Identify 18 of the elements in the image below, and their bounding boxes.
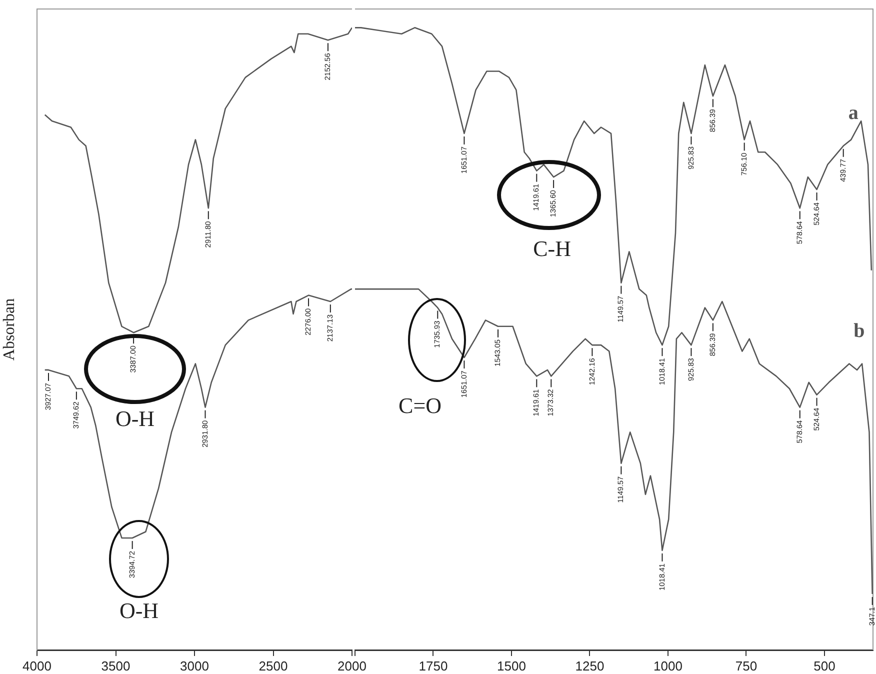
x-tick-label: 500 xyxy=(814,658,836,674)
x-tick-label: 3500 xyxy=(101,658,130,674)
x-tick-label: 2500 xyxy=(258,658,288,674)
x-tick-label: 1000 xyxy=(654,658,682,674)
series-label: b xyxy=(854,320,865,342)
x-tick-label: 1750 xyxy=(418,658,448,674)
x-tick-label: 3000 xyxy=(180,658,209,674)
series-label: a xyxy=(848,102,858,124)
y-axis-title: Absorban xyxy=(0,298,18,361)
x-tick-label: 4000 xyxy=(22,658,52,674)
annotation: C-H xyxy=(533,236,572,261)
x-tick-label: 2000 xyxy=(338,658,366,674)
x-tick-label: 1500 xyxy=(497,658,526,674)
annotation: C=O xyxy=(398,392,442,418)
annotation: O-H xyxy=(119,598,159,623)
x-tick-label: 750 xyxy=(735,658,758,674)
x-tick-label: 1250 xyxy=(575,658,604,674)
annotation: O-H xyxy=(115,406,155,431)
